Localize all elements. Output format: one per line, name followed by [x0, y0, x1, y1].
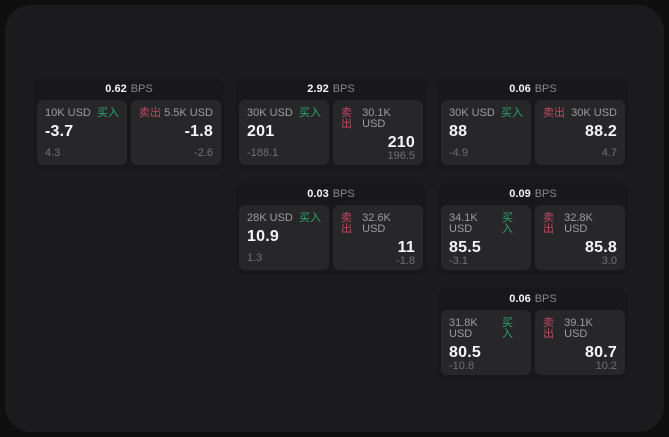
bps-unit-label: BPS	[534, 187, 557, 200]
sell-notional: 32.6K USD	[362, 212, 391, 235]
bps-value: 0.06	[509, 292, 531, 305]
buy-delta: -10.8	[449, 360, 475, 372]
sell-price: 85.8	[585, 239, 617, 256]
card-header: 0.06 BPS	[438, 288, 628, 310]
quote-card-2: 2.92 BPS 30K USD 买入 201 -188.1 卖出 30.1K …	[236, 78, 426, 170]
bps-value: 0.62	[105, 82, 127, 95]
buy-notional: 30K USD	[449, 107, 495, 119]
buy-side-label: 买入	[97, 107, 119, 119]
sell-panel[interactable]: 卖出 30.1K USD 210 196.5	[333, 100, 423, 165]
sell-side-label: 卖出	[543, 317, 554, 340]
sell-notional: 30.1K USD	[362, 107, 391, 130]
sell-side-label: 卖出	[543, 212, 554, 235]
buy-side-label: 买入	[501, 107, 523, 119]
sell-panel[interactable]: 卖出 39.1K USD 80.7 10.2	[535, 310, 625, 375]
buy-panel[interactable]: 30K USD 买入 88 -4.9	[441, 100, 531, 165]
quote-card-1: 0.62 BPS 10K USD 买入 -3.7 4.3 卖出 5.5K USD…	[34, 78, 224, 170]
bps-unit-label: BPS	[534, 292, 557, 305]
bps-value: 2.92	[307, 82, 329, 95]
sell-price: 11	[397, 239, 415, 256]
sell-side-label: 卖出	[341, 107, 352, 130]
bps-value: 0.09	[509, 187, 531, 200]
sell-panel[interactable]: 卖出 32.8K USD 85.8 3.0	[535, 205, 625, 270]
buy-delta: -4.9	[449, 147, 468, 159]
card-header: 0.03 BPS	[236, 183, 426, 205]
buy-side-label: 买入	[299, 212, 321, 224]
sell-delta: -1.8	[396, 255, 415, 267]
bps-value: 0.06	[509, 82, 531, 95]
sell-panel[interactable]: 卖出 32.6K USD 11 -1.8	[333, 205, 423, 270]
buy-price: 201	[247, 123, 275, 140]
buy-panel[interactable]: 10K USD 买入 -3.7 4.3	[37, 100, 127, 165]
sell-price: -1.8	[184, 123, 213, 140]
sell-delta: 4.7	[601, 147, 617, 159]
buy-notional: 30K USD	[247, 107, 293, 119]
sell-delta: 196.5	[387, 150, 415, 162]
buy-side-label: 买入	[501, 317, 513, 340]
sell-price: 80.7	[585, 344, 617, 361]
bps-unit-label: BPS	[130, 82, 153, 95]
sell-panel[interactable]: 卖出 30K USD 88.2 4.7	[535, 100, 625, 165]
buy-notional: 31.8K USD	[449, 317, 478, 340]
bps-unit-label: BPS	[332, 82, 355, 95]
sell-notional: 30K USD	[571, 107, 617, 119]
buy-price: 80.5	[449, 344, 481, 361]
buy-side-label: 买入	[501, 212, 513, 235]
buy-side-label: 买入	[299, 107, 321, 119]
bps-value: 0.03	[307, 187, 329, 200]
sell-delta: 10.2	[595, 360, 617, 372]
card-header: 0.62 BPS	[34, 78, 224, 100]
quote-card-5: 0.09 BPS 34.1K USD 买入 85.5 -3.1 卖出 32.8K…	[438, 183, 628, 275]
quote-card-3: 0.06 BPS 30K USD 买入 88 -4.9 卖出 30K USD 8…	[438, 78, 628, 170]
buy-panel[interactable]: 28K USD 买入 10.9 1.3	[239, 205, 329, 270]
sell-delta: 3.0	[601, 255, 617, 267]
buy-panel[interactable]: 34.1K USD 买入 85.5 -3.1	[441, 205, 531, 270]
sell-price: 88.2	[585, 123, 617, 140]
sell-side-label: 卖出	[543, 107, 565, 119]
sell-notional: 32.8K USD	[564, 212, 593, 235]
sell-delta: -2.6	[194, 147, 213, 159]
card-header: 0.09 BPS	[438, 183, 628, 205]
buy-delta: 1.3	[247, 252, 263, 264]
buy-notional: 10K USD	[45, 107, 91, 119]
buy-price: 85.5	[449, 239, 481, 256]
bps-unit-label: BPS	[332, 187, 355, 200]
sell-panel[interactable]: 卖出 5.5K USD -1.8 -2.6	[131, 100, 221, 165]
card-header: 2.92 BPS	[236, 78, 426, 100]
buy-delta: 4.3	[45, 147, 61, 159]
sell-notional: 5.5K USD	[164, 107, 213, 119]
buy-delta: -188.1	[247, 147, 279, 159]
buy-notional: 34.1K USD	[449, 212, 478, 235]
buy-panel[interactable]: 31.8K USD 买入 80.5 -10.8	[441, 310, 531, 375]
buy-price: -3.7	[45, 123, 74, 140]
bps-unit-label: BPS	[534, 82, 557, 95]
buy-price: 88	[449, 123, 468, 140]
sell-price: 210	[387, 134, 415, 151]
sell-side-label: 卖出	[139, 107, 161, 119]
buy-panel[interactable]: 30K USD 买入 201 -188.1	[239, 100, 329, 165]
buy-notional: 28K USD	[247, 212, 293, 224]
buy-delta: -3.1	[449, 255, 468, 267]
buy-price: 10.9	[247, 228, 279, 245]
sell-notional: 39.1K USD	[564, 317, 593, 340]
card-header: 0.06 BPS	[438, 78, 628, 100]
quote-card-4: 0.03 BPS 28K USD 买入 10.9 1.3 卖出 32.6K US…	[236, 183, 426, 275]
quote-card-6: 0.06 BPS 31.8K USD 买入 80.5 -10.8 卖出 39.1…	[438, 288, 628, 380]
sell-side-label: 卖出	[341, 212, 352, 235]
